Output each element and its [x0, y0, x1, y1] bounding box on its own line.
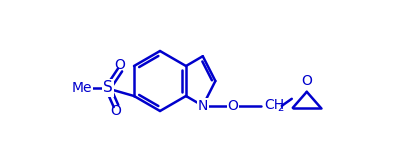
- Text: O: O: [111, 104, 122, 118]
- Text: O: O: [301, 74, 312, 88]
- Text: S: S: [103, 81, 113, 96]
- Text: O: O: [114, 58, 125, 72]
- Text: N: N: [198, 99, 208, 113]
- Text: 2: 2: [277, 103, 283, 113]
- Text: O: O: [228, 99, 238, 113]
- Text: CH: CH: [264, 98, 284, 112]
- Text: Me: Me: [72, 81, 92, 95]
